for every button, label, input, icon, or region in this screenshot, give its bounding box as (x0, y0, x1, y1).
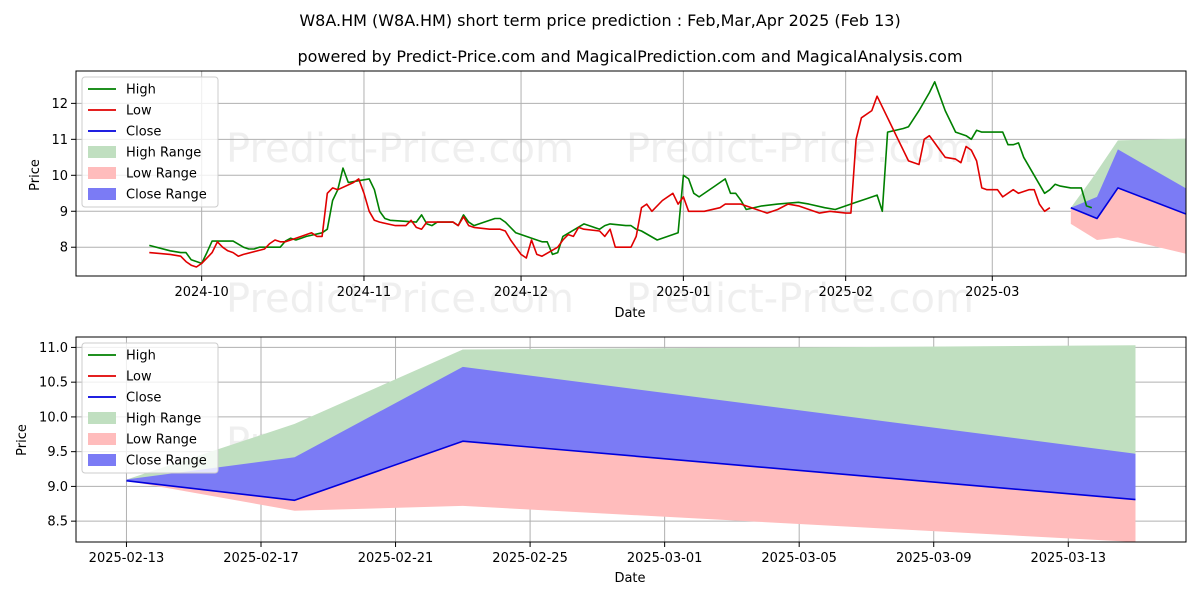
legend-patch-swatch (88, 412, 116, 424)
series-lines-top (149, 81, 1186, 268)
x-tick-label: 2025-02 (819, 285, 873, 300)
y-axis-label-top: Price (28, 159, 43, 191)
x-tick-label: 2025-03-01 (627, 551, 703, 566)
low-series-line (149, 95, 1051, 268)
x-tick-label: 2025-03 (965, 285, 1019, 300)
x-tick-label: 2024-11 (337, 285, 391, 300)
legend-top: High Low Close High Range Low Range Close Ran… (81, 76, 219, 208)
plot-area-top (76, 71, 1186, 276)
y-tick-label: 8 (60, 241, 68, 256)
x-tick-label: 2024-12 (494, 285, 548, 300)
plot-frame-top (75, 70, 1187, 277)
watermark-text: Predict-Price.com (226, 276, 574, 322)
x-tick-label: 2024-10 (174, 285, 228, 300)
legend-label: Low Range (126, 433, 197, 448)
legend-label: High Range (126, 412, 201, 427)
legend-patch-swatch (88, 146, 116, 158)
y-axis-label-bottom: Price (15, 424, 30, 456)
y-tick-label: 9.5 (47, 445, 68, 460)
legend-patch-swatch (88, 454, 116, 466)
x-tick-label: 2025-02-25 (492, 551, 568, 566)
x-tick-label: 2025-02-17 (223, 551, 299, 566)
legend-patch-swatch (88, 433, 116, 445)
history-chart-panel: Predict-Price.com Predict-Price.com Pred… (28, 70, 1187, 322)
legend-label: Low (126, 104, 152, 119)
watermark-text: Predict-Price.com (226, 126, 574, 172)
y-tick-label: 12 (51, 97, 68, 112)
y-tick-label: 10 (51, 169, 68, 184)
x-tick-label: 2025-03-05 (761, 551, 837, 566)
y-tick-label: 11 (51, 133, 68, 148)
legend-patch-swatch (88, 188, 116, 200)
chart-title: W8A.HM (W8A.HM) short term price predict… (299, 11, 900, 30)
watermark-text: Predict-Price.com (626, 276, 974, 322)
close-range-area (126, 366, 1136, 501)
high-series-line (149, 81, 1093, 265)
x-tick-label: 2025-02-13 (89, 551, 165, 566)
x-tick-label: 2025-02-21 (358, 551, 434, 566)
watermark-group-top: Predict-Price.com Predict-Price.com Pred… (226, 126, 974, 322)
x-tick-label: 2025-03-09 (896, 551, 972, 566)
watermark-text: Predict-Price.com (626, 126, 974, 172)
series-lines-bottom (126, 440, 1136, 502)
x-axis-label-bottom: Date (614, 571, 645, 586)
close-series-line (126, 440, 1136, 502)
legend-label: Close Range (126, 454, 207, 469)
y-tick-label: 10.5 (39, 376, 68, 391)
x-tick-label: 2025-03-13 (1030, 551, 1106, 566)
y-tick-label: 9 (60, 205, 68, 220)
forecast-chart-panel: Predict-Price.com Predict-Price.com 2025… (15, 336, 1187, 586)
prediction-ranges-bottom (126, 345, 1136, 542)
y-tick-label: 10.0 (39, 410, 68, 425)
prediction-ranges-top (1070, 138, 1186, 254)
axis-ticks-bottom: 2025-02-13 2025-02-17 2025-02-21 2025-02-25… (39, 341, 1106, 566)
legend-label: Close (126, 125, 161, 140)
y-tick-label: 9.0 (47, 480, 68, 495)
chart-subtitle: powered by Predict-Price.com and Magical… (297, 47, 962, 66)
y-tick-label: 11.0 (39, 341, 68, 356)
close-range-area (1070, 149, 1186, 219)
legend-label: High (126, 83, 156, 98)
legend-label: Low Range (126, 167, 197, 182)
legend-bottom: High Low Close High Range Low Range Close Ran… (81, 342, 219, 474)
low-range-area (126, 441, 1136, 542)
axis-ticks-top: 2024-10 2024-11 2024-12 2025-01 2025-02 2025-… (51, 97, 1019, 300)
x-tick-label: 2025-01 (656, 285, 710, 300)
legend-label: High Range (126, 146, 201, 161)
legend-label: Low (126, 370, 152, 385)
legend-label: High (126, 349, 156, 364)
plot-frame-bottom (75, 336, 1187, 543)
legend-label: Close Range (126, 188, 207, 203)
legend-patch-swatch (88, 167, 116, 179)
legend-label: Close (126, 391, 161, 406)
low-range-area (1070, 187, 1186, 254)
x-axis-label-top: Date (614, 306, 645, 321)
close-series-line (1070, 187, 1186, 220)
y-tick-label: 8.5 (47, 515, 68, 530)
